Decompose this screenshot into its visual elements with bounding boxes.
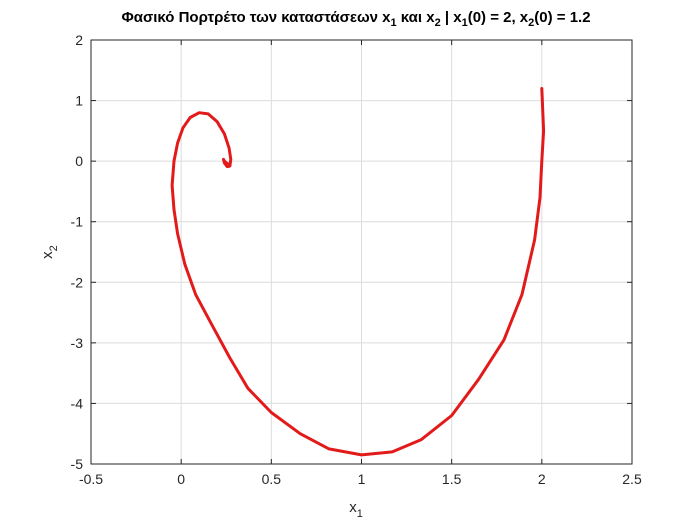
x-axis-label-base: x xyxy=(349,499,357,516)
y-tick-label: 0 xyxy=(75,153,83,169)
x-tick-label: 0 xyxy=(177,471,185,487)
title-part: (0) = 2, x xyxy=(468,9,529,26)
x-tick-label: 1 xyxy=(358,471,366,487)
x-tick-label: 0.5 xyxy=(262,471,282,487)
x-tick-label: 2 xyxy=(538,471,546,487)
x-axis-label-subscript: 1 xyxy=(357,508,363,520)
title-subscript: 2 xyxy=(435,17,441,29)
series-group xyxy=(170,87,546,457)
y-tick-label: -1 xyxy=(71,214,84,230)
title-part: | x xyxy=(441,9,463,26)
y-tick-labels: -5 -4 -3 -2 -1 0 1 2 xyxy=(71,32,84,472)
y-axis-label-base: x xyxy=(39,251,56,259)
grid-lines xyxy=(91,40,632,464)
y-tick-label: -4 xyxy=(71,395,84,411)
x-tick-labels: -0.5 0 0.5 1 1.5 2 2.5 xyxy=(79,471,642,487)
axis-ticks xyxy=(90,39,633,465)
x-tick-label: 1.5 xyxy=(442,471,462,487)
title-part: και x xyxy=(397,9,436,26)
x-tick-label: -0.5 xyxy=(79,471,103,487)
title-part: Φασικό Πορτρέτο των καταστάσεων x xyxy=(121,9,391,26)
y-tick-label: -3 xyxy=(71,335,84,351)
title-subscript: 1 xyxy=(462,17,468,29)
y-tick-label: -2 xyxy=(71,274,84,290)
y-axis-label-subscript: 2 xyxy=(48,245,60,251)
x-tick-label: 2.5 xyxy=(622,471,642,487)
title-part: (0) = 1.2 xyxy=(534,9,590,26)
y-tick-label: 2 xyxy=(75,32,83,48)
y-axis-label: x2 xyxy=(39,245,60,259)
y-tick-label: -5 xyxy=(71,456,84,472)
y-tick-label: 1 xyxy=(75,93,83,109)
chart-title: Φασικό Πορτρέτο των καταστάσεων x1 και x… xyxy=(121,9,590,29)
trajectory-line xyxy=(170,87,546,457)
x-axis-label: x1 xyxy=(349,499,363,520)
title-subscript: 2 xyxy=(528,17,534,29)
title-subscript: 1 xyxy=(391,17,397,29)
